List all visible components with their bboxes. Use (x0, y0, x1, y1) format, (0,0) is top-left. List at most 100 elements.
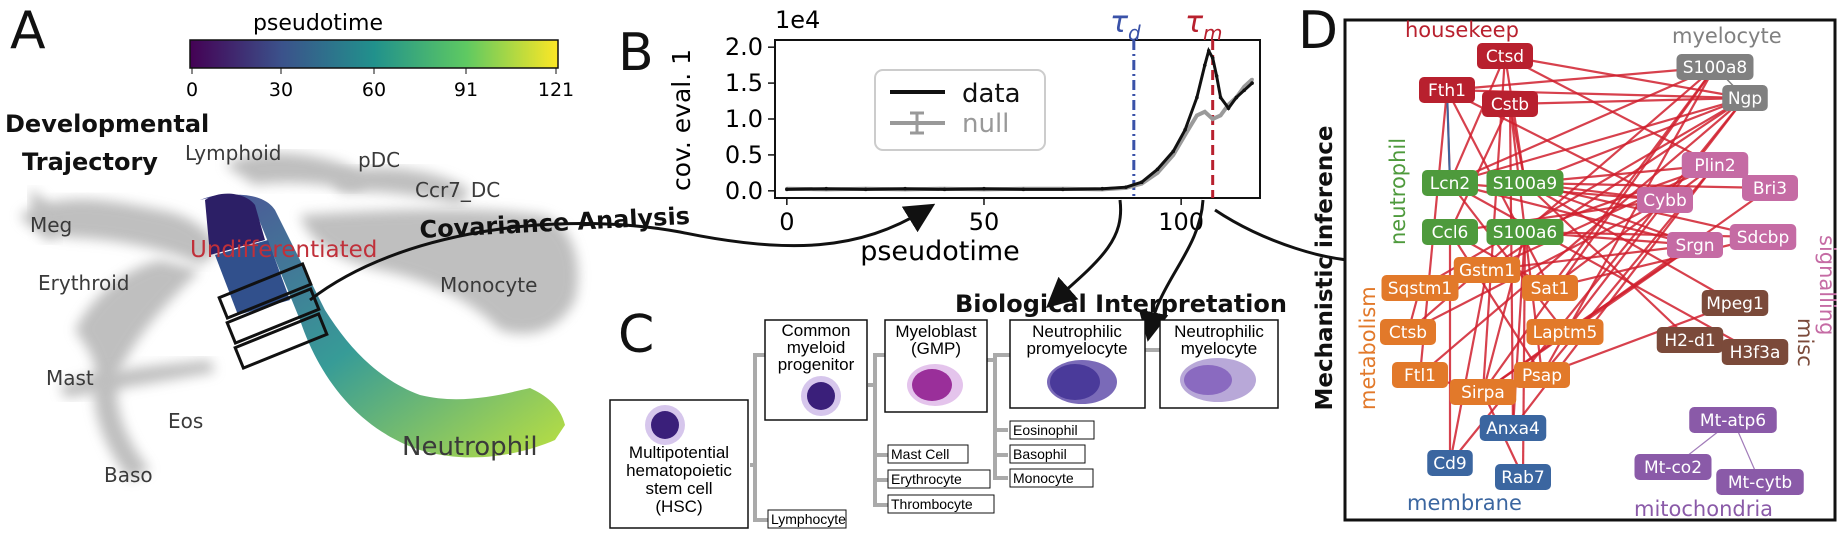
promyelocyte-line-1: Neutrophilic (1032, 322, 1122, 341)
point-data (1195, 95, 1199, 100)
hsc-box: Multipotential hematopoietic stem cell (… (609, 399, 749, 529)
gene-label: Sqstm1 (1388, 279, 1452, 299)
point-data (1234, 95, 1239, 100)
gene-node-sirpa: Sirpa (1449, 379, 1517, 405)
trajectory-title: Developmental Trajectory (5, 110, 209, 176)
cmp-box: Common myeloid progenitor (764, 319, 868, 421)
network-edge (1524, 230, 1764, 239)
gene-node-gstm1: Gstm1 (1453, 257, 1521, 283)
hsc-line-2: hematopoietic (626, 461, 732, 480)
point-data (982, 186, 986, 191)
gene-label: Anxa4 (1486, 419, 1540, 439)
gene-label: Sat1 (1531, 279, 1570, 299)
network-edge (1482, 187, 1771, 393)
gene-node-ftl1: Ftl1 (1392, 362, 1448, 388)
gene-node-anxa4: Anxa4 (1479, 415, 1547, 441)
tau-d-subscript: d (1128, 21, 1141, 45)
gene-node-psap: Psap (1514, 362, 1570, 388)
gene-label: Ngp (1728, 89, 1762, 109)
label-erythroid: Erythroid (38, 271, 129, 295)
lineage-connectors (750, 348, 1160, 522)
point-null (1250, 77, 1254, 82)
network-edge (1504, 55, 1716, 166)
y-multiplier: 1e4 (775, 6, 820, 34)
gene-label: Ctsb (1389, 323, 1427, 343)
tau-d-symbol: τ (1110, 5, 1129, 40)
trajectory-title-1: Developmental (5, 110, 209, 138)
gene-label: Gstm1 (1459, 261, 1515, 281)
embedding-cloud (20, 153, 579, 480)
label-ccr7: Ccr7_DC (415, 178, 500, 202)
network-edge (1448, 55, 1507, 184)
y-ticks: 0.0 0.5 1.0 1.5 2.0 (725, 33, 775, 205)
network-edge (1449, 96, 1746, 185)
point-data (1100, 186, 1105, 191)
network-edge (1449, 65, 1716, 185)
group-mitochondria: mitochondria (1634, 497, 1773, 521)
cell-type-labels: Lymphoid pDC Ccr7_DC Meg Erythroid Monoc… (30, 141, 538, 487)
point-null (1202, 110, 1207, 114)
legend-data-label: data (962, 79, 1021, 109)
y-axis-label: cov. eval. 1 (667, 49, 696, 191)
panel-c: C Multipotential hematopoietic stem cell… (609, 305, 1279, 529)
label-baso: Baso (104, 463, 153, 487)
gene-label: H3f3a (1730, 343, 1781, 363)
biological-interpretation-label: Biological Interpretation (955, 290, 1287, 318)
gene-label: Sirpa (1461, 383, 1505, 403)
point-data (1124, 185, 1128, 190)
gene-node-mt-atp6: Mt-atp6 (1689, 407, 1777, 433)
point-null (1210, 117, 1215, 121)
covariance-windows (217, 261, 329, 371)
gene-node-s100a9: S100a9 (1486, 170, 1564, 196)
gene-label: H2-d1 (1664, 331, 1715, 351)
network-edge (1549, 164, 1716, 289)
gene-label: Ftl1 (1404, 366, 1436, 386)
label-monocyte: Monocyte (440, 273, 537, 297)
gene-node-rab7: Rab7 (1495, 464, 1551, 490)
myelocyte-line-1: Neutrophilic (1174, 322, 1264, 341)
minor-lineages: Lymphocyte Mast Cell Erythrocyte Thrombo… (767, 420, 1095, 529)
point-data (1171, 149, 1176, 154)
point-data (903, 186, 907, 191)
gene-node-s100a6: S100a6 (1486, 219, 1564, 245)
monocyte-label: Monocyte (1013, 470, 1074, 486)
label-pdc: pDC (358, 148, 400, 172)
gene-label: Psap (1522, 366, 1562, 386)
gene-label: Mpeg1 (1706, 294, 1764, 314)
cmp-line-1: Common (782, 321, 851, 340)
gene-node-fth1: Fth1 (1419, 77, 1475, 103)
gmp-line-2: (GMP) (911, 339, 961, 358)
gene-node-sqstm1: Sqstm1 (1381, 275, 1459, 301)
thrombocyte-label: Thrombocyte (891, 496, 973, 512)
point-data (942, 187, 947, 192)
network-edge (1486, 164, 1716, 271)
colorbar-ticks: 0 30 60 91 121 (186, 68, 574, 101)
gene-node-h2-d1: H2-d1 (1656, 327, 1724, 353)
network-edge (1549, 235, 1764, 290)
network-edge (1407, 199, 1666, 333)
network-edge (1449, 103, 1511, 233)
hsc-line-1: Multipotential (629, 443, 729, 462)
y-tick-label: 1.0 (725, 105, 763, 133)
point-null (1218, 113, 1223, 118)
network-edge (1524, 96, 1746, 185)
group-membrane: membrane (1407, 491, 1522, 515)
network-edge (1449, 231, 1543, 376)
tau-m-arrow (1138, 199, 1205, 342)
legend-null-label: null (962, 109, 1009, 139)
series-line-data (786, 46, 1254, 191)
point-data (1218, 95, 1223, 100)
gene-node-lcn2: Lcn2 (1422, 170, 1478, 196)
gene-label: S100a9 (1493, 174, 1557, 194)
gene-label: Cd9 (1433, 454, 1466, 474)
network-edge (1446, 65, 1716, 92)
gene-label: Ccl6 (1432, 223, 1469, 243)
y-tick-label: 0.0 (725, 177, 763, 205)
gene-label: Sdcbp (1737, 228, 1790, 248)
legend: data null (874, 69, 1046, 151)
panel-a: A pseudotime 0 30 60 91 121 (5, 1, 936, 487)
x-axis-label: pseudotime (860, 236, 1020, 267)
gene-label: Cybb (1643, 191, 1687, 211)
erythrocyte-label: Erythrocyte (891, 471, 962, 487)
